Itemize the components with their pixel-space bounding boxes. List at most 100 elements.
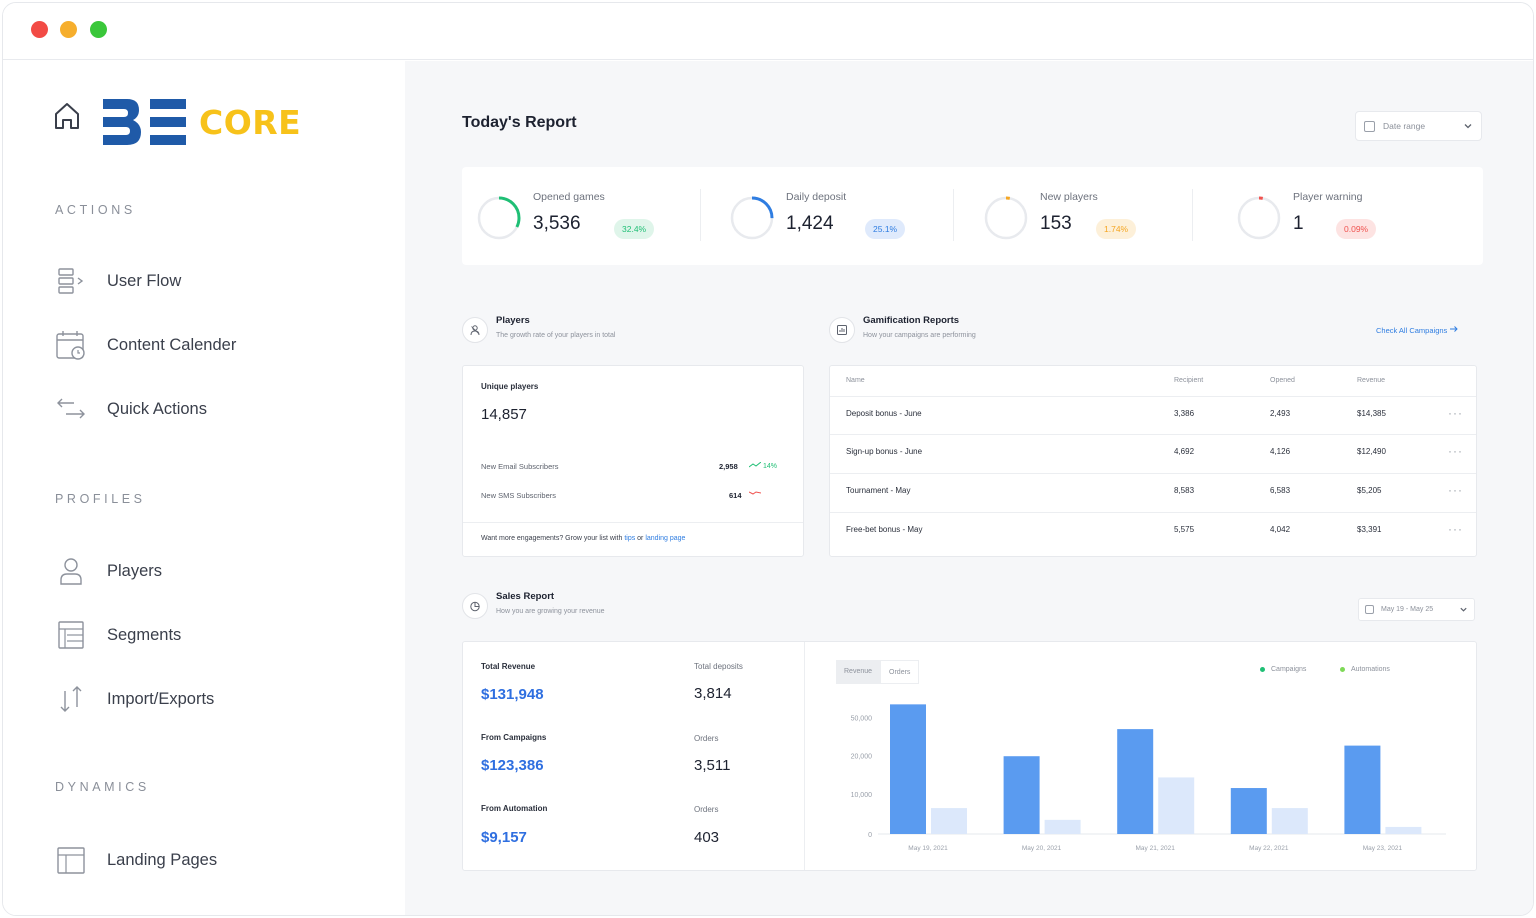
nav-label: Landing Pages bbox=[107, 850, 218, 869]
tab-orders[interactable]: Orders bbox=[880, 660, 920, 684]
maximize-window-button[interactable] bbox=[90, 21, 107, 38]
legend-automations: Automations bbox=[1340, 666, 1390, 673]
table-row[interactable]: Sign-up bonus - June 4,692 4,126 $12,490… bbox=[830, 434, 1476, 472]
section-label-dynamics: DYNAMICS bbox=[55, 780, 150, 794]
tips-link[interactable]: tips bbox=[624, 535, 636, 542]
cell-opened: 4,126 bbox=[1270, 447, 1291, 456]
kpi-label: Opened games bbox=[533, 191, 605, 203]
subscriber-row: New SMS Subscribers 614 bbox=[481, 491, 781, 503]
cell-recipient: 8,583 bbox=[1174, 486, 1195, 495]
sidebar: CORE ACTIONS User Flow Content Calender … bbox=[3, 61, 405, 915]
kpi-value: 3,536 bbox=[533, 213, 581, 234]
more-options-icon[interactable]: ··· bbox=[1448, 522, 1463, 536]
report-icon bbox=[829, 317, 855, 343]
calendar-icon bbox=[1364, 120, 1375, 132]
section-subtitle: The growth rate of your players in total bbox=[496, 332, 616, 339]
table-row[interactable]: Deposit bonus - June 3,386 2,493 $14,385… bbox=[830, 396, 1476, 434]
progress-ring bbox=[730, 196, 774, 240]
bar-campaigns[interactable] bbox=[1117, 729, 1154, 834]
legend-swatch bbox=[1340, 667, 1345, 672]
bar-campaigns[interactable] bbox=[1344, 745, 1381, 834]
divider bbox=[1192, 189, 1193, 241]
bar-automations[interactable] bbox=[931, 808, 967, 834]
column-header-name: Name bbox=[846, 377, 865, 384]
unique-players-value: 14,857 bbox=[481, 406, 527, 423]
cell-opened: 4,042 bbox=[1270, 525, 1291, 534]
trend-down-icon bbox=[748, 491, 762, 495]
nav-item-players[interactable]: Players bbox=[53, 551, 373, 591]
table-row[interactable]: Free-bet bonus - May 5,575 4,042 $3,391 … bbox=[830, 512, 1476, 550]
legend-label: Automations bbox=[1351, 666, 1390, 673]
trend-up-icon bbox=[748, 461, 762, 468]
bar-campaigns[interactable] bbox=[1003, 756, 1040, 834]
campaigns-orders-label: Orders bbox=[694, 734, 719, 743]
minimize-window-button[interactable] bbox=[60, 21, 77, 38]
bar-campaigns[interactable] bbox=[890, 704, 926, 834]
table-row[interactable]: Tournament - May 8,583 6,583 $5,205 ··· bbox=[830, 473, 1476, 511]
nav-label: Import/Exports bbox=[107, 689, 215, 708]
kpi-daily-deposit: Daily deposit 1,424 25.1% bbox=[715, 185, 955, 245]
automation-label: From Automation bbox=[481, 804, 548, 813]
nav-item-import-exports[interactable]: Import/Exports bbox=[53, 679, 373, 719]
bar-automations[interactable] bbox=[1385, 826, 1422, 834]
subscriber-value: 2,958 bbox=[719, 462, 738, 471]
bar-campaigns[interactable] bbox=[1230, 788, 1267, 834]
kpi-player-warning: Player warning 1 0.09% bbox=[1222, 185, 1462, 245]
bar-automations[interactable] bbox=[1044, 819, 1081, 834]
ring-progress bbox=[730, 196, 774, 240]
kpi-new-players: New players 153 1.74% bbox=[969, 185, 1209, 245]
bar-automations[interactable] bbox=[1271, 808, 1308, 834]
cell-opened: 2,493 bbox=[1270, 409, 1291, 418]
chevron-down-icon bbox=[1460, 607, 1467, 612]
calendar-icon bbox=[1365, 605, 1374, 614]
calendar-icon bbox=[53, 327, 89, 363]
date-range-picker[interactable]: Date range bbox=[1355, 111, 1482, 141]
import-export-icon bbox=[53, 681, 89, 717]
campaigns-value: $123,386 bbox=[481, 757, 544, 774]
user-icon bbox=[53, 553, 89, 589]
trend-down-indicator bbox=[748, 491, 762, 499]
brand-logo bbox=[103, 99, 186, 145]
automation-orders-label: Orders bbox=[694, 805, 719, 814]
kpi-badge: 1.74% bbox=[1096, 219, 1137, 239]
players-footer: Want more engagements? Grow your list wi… bbox=[463, 522, 803, 556]
nav-item-segments[interactable]: Segments bbox=[53, 615, 373, 655]
section-title: Players bbox=[496, 315, 530, 326]
divider bbox=[953, 189, 954, 241]
cell-revenue: $5,205 bbox=[1357, 486, 1382, 495]
nav-item-user-flow[interactable]: User Flow bbox=[53, 261, 373, 301]
cell-revenue: $3,391 bbox=[1357, 525, 1382, 534]
section-label-actions: ACTIONS bbox=[55, 203, 136, 217]
nav-label: Content Calender bbox=[107, 335, 237, 354]
nav-item-landing-pages[interactable]: Landing Pages bbox=[53, 840, 373, 880]
x-tick-label: May 20, 2021 bbox=[1022, 845, 1062, 852]
main-content: Today's Report Date range Opened games 3… bbox=[405, 61, 1533, 915]
close-window-button[interactable] bbox=[31, 21, 48, 38]
y-tick-label: 20,000 bbox=[851, 753, 873, 760]
cell-name: Tournament - May bbox=[846, 486, 911, 495]
bar-chart-canvas: 0 10,000 20,000 50,000 May 19, 2021 May 20, 2… bbox=[851, 704, 1446, 852]
ring-progress bbox=[984, 196, 1028, 240]
footer-mid: or bbox=[635, 535, 646, 542]
subscriber-value: 614 bbox=[729, 491, 742, 500]
sales-chart: Revenue Orders Campaigns Automations 0 10… bbox=[806, 642, 1477, 870]
landing-page-link[interactable]: landing page bbox=[645, 535, 686, 542]
home-icon[interactable] bbox=[53, 101, 81, 131]
tab-revenue[interactable]: Revenue bbox=[836, 660, 881, 684]
sales-date-range-picker[interactable]: May 19 - May 25 bbox=[1358, 598, 1475, 621]
check-all-campaigns-link[interactable]: Check All Campaigns bbox=[1376, 325, 1459, 335]
more-options-icon[interactable]: ··· bbox=[1448, 444, 1463, 458]
legend-campaigns: Campaigns bbox=[1260, 666, 1306, 673]
kpi-label: Player warning bbox=[1293, 191, 1363, 203]
total-revenue-value: $131,948 bbox=[481, 686, 544, 703]
more-options-icon[interactable]: ··· bbox=[1448, 406, 1463, 420]
layout-icon bbox=[53, 842, 89, 878]
unique-players-label: Unique players bbox=[481, 382, 539, 391]
title-bar bbox=[3, 3, 1533, 60]
nav-item-quick-actions[interactable]: Quick Actions bbox=[53, 389, 373, 429]
trend-value: 14% bbox=[762, 463, 777, 470]
bar-automations[interactable] bbox=[1158, 777, 1195, 834]
more-options-icon[interactable]: ··· bbox=[1448, 483, 1463, 497]
nav-item-content-calender[interactable]: Content Calender bbox=[53, 325, 373, 365]
kpi-opened-games: Opened games 3,536 32.4% bbox=[462, 185, 702, 245]
